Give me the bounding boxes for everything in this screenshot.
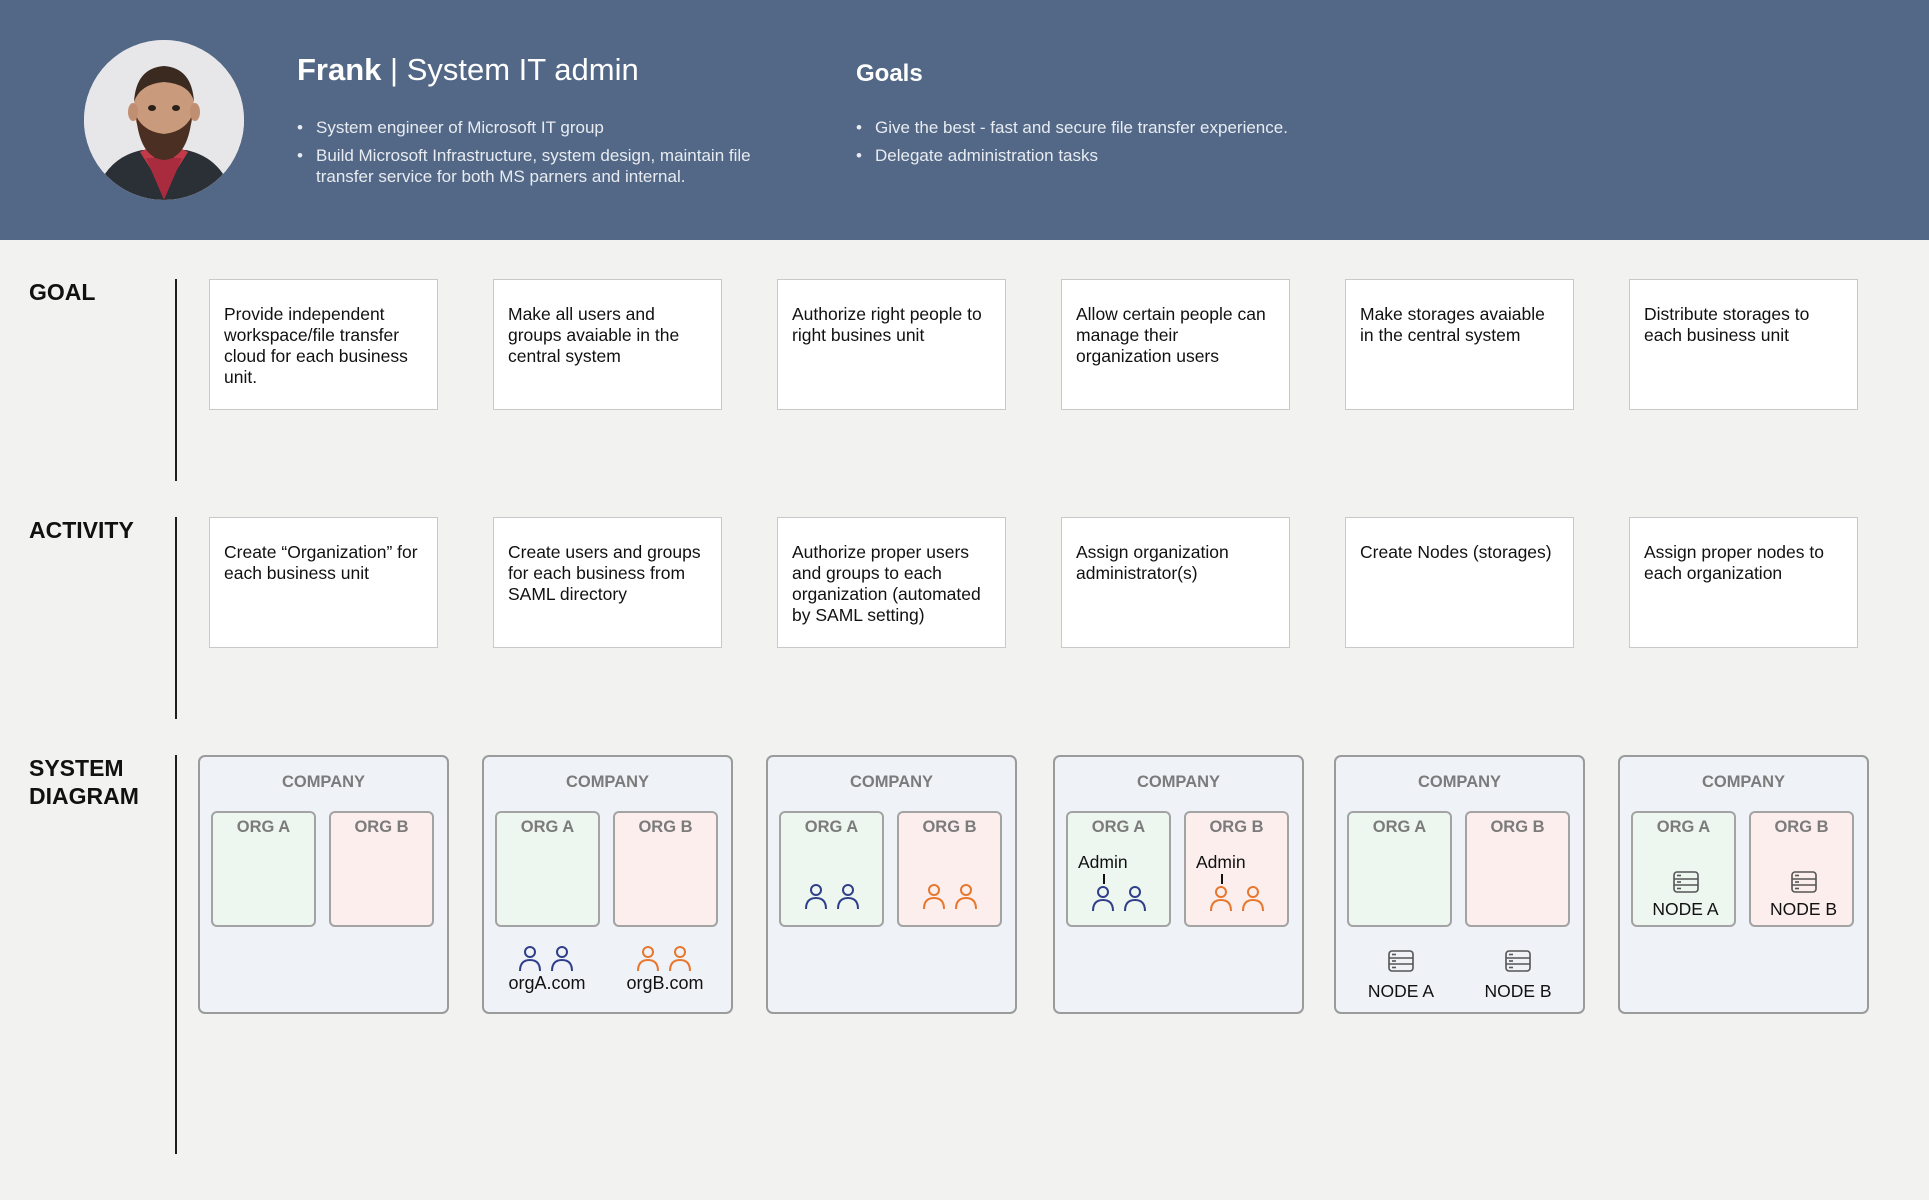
server-node-a-icon: [1388, 950, 1414, 972]
system-row-divider: [175, 755, 177, 1154]
goals-bullet: Give the best - fast and secure file tra…: [856, 117, 1416, 138]
org-b-box: ORG B Admin: [1184, 811, 1289, 927]
company-title: COMPANY: [1417, 773, 1502, 791]
persona-name: Frank: [297, 52, 382, 87]
org-a-box: ORG A NODE A: [1631, 811, 1736, 927]
org-b-users-icon: [1207, 885, 1269, 913]
org-a-title: ORG A: [1091, 818, 1146, 836]
avatar-portrait-icon: [84, 40, 244, 200]
goals-title: Goals: [856, 60, 923, 87]
org-a-users-icon: [516, 945, 578, 973]
goal-card: Make all users and groups avaiable in th…: [493, 279, 722, 410]
org-b-domain: orgB.com: [626, 973, 704, 993]
org-a-title: ORG A: [236, 818, 291, 836]
company-title: COMPANY: [1701, 773, 1786, 791]
company-diagram-2: COMPANY ORG A ORG B orgA.com orgB.com: [482, 755, 733, 1014]
goal-card: Allow certain people can manage their or…: [1061, 279, 1290, 410]
org-b-title: ORG B: [1774, 818, 1829, 836]
system-label-line2: DIAGRAM: [29, 783, 139, 809]
goals-bullet: Delegate administration tasks: [856, 145, 1416, 166]
goal-row-divider: [175, 279, 177, 481]
org-b-box: ORG B: [613, 811, 718, 927]
goal-card: Provide independent workspace/file trans…: [209, 279, 438, 410]
goal-card: Distribute storages to each business uni…: [1629, 279, 1858, 410]
org-b-admin-label: Admin: [1196, 852, 1246, 872]
org-a-box: ORG A Admin: [1066, 811, 1171, 927]
company-title: COMPANY: [849, 773, 934, 791]
activity-card: Authorize proper users and groups to eac…: [777, 517, 1006, 648]
org-b-users-icon: [920, 883, 982, 911]
org-a-box: ORG A: [495, 811, 600, 927]
activity-card: Assign proper nodes to each organization: [1629, 517, 1858, 648]
org-a-domain: orgA.com: [508, 973, 586, 993]
company-diagram-4: COMPANY ORG A Admin ORG B Admin: [1053, 755, 1304, 1014]
org-a-admin-label: Admin: [1078, 852, 1128, 872]
org-b-box: ORG B: [897, 811, 1002, 927]
activity-row-label: ACTIVITY: [29, 517, 134, 543]
org-a-box: ORG A: [1347, 811, 1452, 927]
node-b-label: NODE B: [1484, 981, 1552, 1001]
admin-connector: [1103, 874, 1105, 884]
title-separator: |: [381, 52, 407, 87]
activity-card: Create users and groups for each busines…: [493, 517, 722, 648]
avatar: [84, 40, 244, 200]
activity-card: Create “Organization” for each business …: [209, 517, 438, 648]
org-b-title: ORG B: [922, 818, 977, 836]
org-b-title: ORG B: [354, 818, 409, 836]
org-a-users-icon: [802, 883, 864, 911]
persona-bullet: System engineer of Microsoft IT group: [297, 117, 797, 138]
activity-card: Assign organization administrator(s): [1061, 517, 1290, 648]
company-diagram-3: COMPANY ORG A ORG B: [766, 755, 1017, 1014]
org-b-users-icon: [634, 945, 696, 973]
server-node-a-icon: [1673, 871, 1699, 893]
org-b-title: ORG B: [1209, 818, 1264, 836]
goals-bullets: Give the best - fast and secure file tra…: [856, 117, 1416, 173]
org-a-title: ORG A: [1372, 818, 1427, 836]
node-a-label: NODE A: [1367, 981, 1435, 1001]
node-a-label: NODE A: [1652, 899, 1719, 919]
org-b-box: ORG B: [329, 811, 434, 927]
org-a-title: ORG A: [804, 818, 859, 836]
org-b-title: ORG B: [1490, 818, 1545, 836]
org-a-users-icon: [1089, 885, 1151, 913]
org-b-box: ORG B: [1465, 811, 1570, 927]
company-title: COMPANY: [281, 773, 366, 791]
server-node-b-icon: [1791, 871, 1817, 893]
org-a-box: ORG A: [779, 811, 884, 927]
goal-card: Make storages avaiable in the central sy…: [1345, 279, 1574, 410]
activity-row-divider: [175, 517, 177, 719]
server-node-b-icon: [1505, 950, 1531, 972]
activity-card: Create Nodes (storages): [1345, 517, 1574, 648]
company-diagram-1: COMPANY ORG A ORG B: [198, 755, 449, 1014]
admin-connector: [1221, 874, 1223, 884]
persona-bullet: Build Microsoft Infrastructure, system d…: [297, 145, 797, 187]
goal-row-label: GOAL: [29, 279, 96, 305]
persona-role: System IT admin: [406, 52, 639, 87]
goal-card: Authorize right people to right busines …: [777, 279, 1006, 410]
company-title: COMPANY: [1136, 773, 1221, 791]
persona-title: Frank | System IT admin: [297, 52, 639, 88]
company-diagram-6: COMPANY ORG A NODE A ORG B NODE B: [1618, 755, 1869, 1014]
org-b-title: ORG B: [638, 818, 693, 836]
org-a-title: ORG A: [1656, 818, 1711, 836]
system-label-line1: SYSTEM: [29, 755, 124, 781]
org-a-box: ORG A: [211, 811, 316, 927]
system-diagram-row-label: SYSTEM DIAGRAM: [29, 754, 139, 810]
company-title: COMPANY: [565, 773, 650, 791]
org-a-title: ORG A: [520, 818, 575, 836]
node-b-label: NODE B: [1769, 899, 1838, 919]
persona-header: Frank | System IT admin System engineer …: [0, 0, 1929, 240]
org-b-box: ORG B NODE B: [1749, 811, 1854, 927]
persona-bullets: System engineer of Microsoft IT group Bu…: [297, 117, 797, 194]
company-diagram-5: COMPANY ORG A ORG B NODE A NODE B: [1334, 755, 1585, 1014]
